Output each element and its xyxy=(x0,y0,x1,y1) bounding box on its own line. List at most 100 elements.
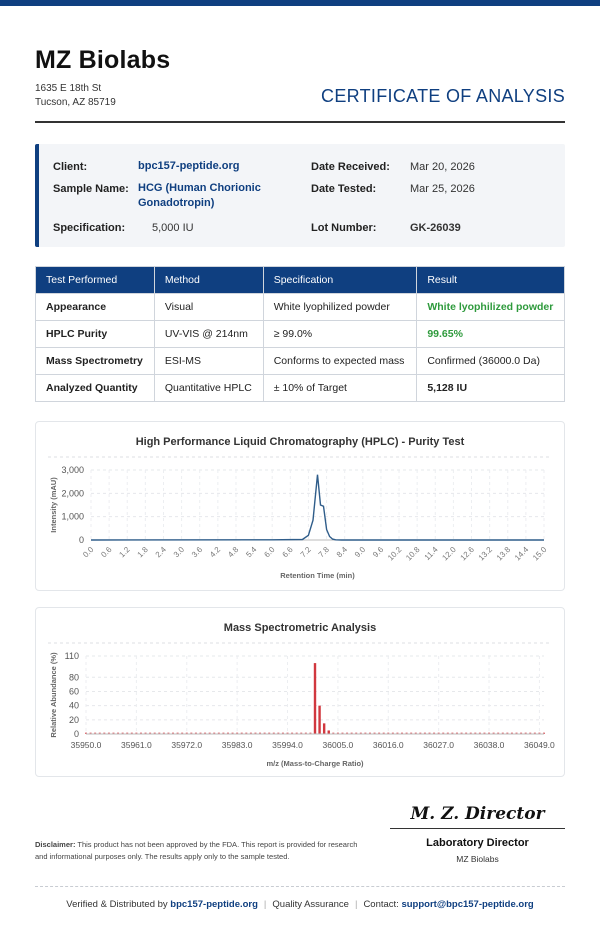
ms-noise-bar xyxy=(89,732,92,734)
ms-noise-bar xyxy=(236,732,239,734)
ms-noise-bar xyxy=(272,732,275,734)
table-header-row: Test Performed Method Specification Resu… xyxy=(35,266,565,294)
ms-chart-card: Mass Spectrometric Analysis 0 20 40 60 80 110… xyxy=(35,607,565,777)
footer-divider xyxy=(35,886,565,887)
y-tick-label: 20 xyxy=(69,715,79,725)
ms-noise-bar xyxy=(396,732,399,734)
ms-noise-bar xyxy=(437,732,440,734)
test-specification: ± 10% of Target xyxy=(262,374,418,402)
ms-noise-bar xyxy=(524,732,527,734)
ms-noise-bar xyxy=(135,732,138,734)
test-specification: Conforms to expected mass xyxy=(262,347,418,375)
ms-noise-bar xyxy=(117,732,120,734)
address-line-1: 1635 E 18th St xyxy=(35,83,102,94)
x-tick-label: 4.8 xyxy=(226,545,241,560)
ms-noise-bar xyxy=(98,732,101,734)
x-tick-label: 10.2 xyxy=(386,545,404,563)
x-tick-label: 1.8 xyxy=(136,545,151,560)
date-received-label: Date Received: xyxy=(311,161,390,173)
ms-noise-bar xyxy=(144,732,147,734)
ms-noise-bar xyxy=(162,732,165,734)
x-tick-label: 10.8 xyxy=(404,545,422,563)
x-tick-label: 0.0 xyxy=(81,545,96,560)
footer-verified-link[interactable]: bpc157-peptide.org xyxy=(170,899,258,910)
ms-noise-bar xyxy=(172,732,175,734)
footer-verified-prefix: Verified & Distributed by xyxy=(66,899,171,910)
y-tick-label: 1,000 xyxy=(61,512,84,522)
x-tick-label: 35950.0 xyxy=(71,740,102,750)
ms-noise-bar xyxy=(121,732,124,734)
sample-name-label: Sample Name: xyxy=(53,183,129,195)
sample-name-line-1: HCG (Human Chorionic xyxy=(138,182,261,194)
ms-noise-bar xyxy=(231,732,234,734)
ms-noise-bar xyxy=(446,732,449,734)
ms-noise-bar xyxy=(433,732,436,734)
ms-noise-bar xyxy=(309,732,312,734)
table-row: HPLC Purity UV-VIS @ 214nm ≥ 99.0% 99.65… xyxy=(35,320,565,348)
ms-noise-bar xyxy=(139,732,142,734)
ms-noise-bar xyxy=(158,732,161,734)
test-result: White lyophilized powder xyxy=(416,293,565,321)
ms-noise-bar xyxy=(295,732,298,734)
ms-noise-bar xyxy=(492,732,495,734)
ms-noise-bar xyxy=(419,732,422,734)
ms-noise-bar xyxy=(240,732,243,734)
col-header-result: Result xyxy=(416,266,565,294)
footer-contact-link[interactable]: support@bpc157-peptide.org xyxy=(401,899,534,910)
ms-noise-bar xyxy=(204,732,207,734)
ms-noise-bar xyxy=(368,732,371,734)
ms-peak-bar xyxy=(327,730,330,734)
y-tick-label: 3,000 xyxy=(61,465,84,475)
ms-noise-bar xyxy=(94,732,97,734)
x-tick-label: 0.6 xyxy=(99,545,114,560)
ms-noise-bar xyxy=(442,732,445,734)
ms-peak-bar xyxy=(313,663,317,734)
footer-separator: | xyxy=(354,899,358,910)
y-tick-label: 80 xyxy=(69,672,79,682)
ms-noise-bar xyxy=(538,732,541,734)
ms-noise-bar xyxy=(286,732,289,734)
ms-noise-bar xyxy=(130,732,133,734)
x-tick-label: 11.4 xyxy=(423,545,440,562)
ms-noise-bar xyxy=(153,732,156,734)
ms-noise-bar xyxy=(373,732,376,734)
lab-brand: MZ Biolabs xyxy=(35,46,171,74)
ms-noise-bar xyxy=(213,732,216,734)
ms-noise-bar xyxy=(355,732,358,734)
table-row: Appearance Visual White lyophilized powd… xyxy=(35,293,565,321)
ms-noise-bar xyxy=(167,732,170,734)
y-tick-label: 2,000 xyxy=(61,488,84,498)
ms-noise-bar xyxy=(410,732,413,734)
ms-noise-bar xyxy=(387,732,390,734)
x-tick-label: 36038.0 xyxy=(474,740,505,750)
ms-noise-bar xyxy=(85,732,87,734)
client-label: Client: xyxy=(53,161,88,173)
lab-address: 1635 E 18th St Tucson, AZ 85719 xyxy=(35,82,116,110)
ms-noise-bar xyxy=(185,732,188,734)
ms-noise-bar xyxy=(428,732,431,734)
signature-org: MZ Biolabs xyxy=(456,854,499,864)
signature-title: Laboratory Director xyxy=(426,837,529,849)
test-method: ESI-MS xyxy=(153,347,264,375)
ms-noise-bar xyxy=(341,732,344,734)
lot-number-label: Lot Number: xyxy=(311,222,377,234)
x-tick-label: 8.4 xyxy=(335,545,350,560)
ms-noise-bar xyxy=(543,732,545,734)
date-received-value: Mar 20, 2026 xyxy=(410,161,475,173)
x-tick-label: 4.2 xyxy=(208,545,223,560)
x-tick-label: 13.2 xyxy=(477,545,495,563)
client-link[interactable]: bpc157-peptide.org xyxy=(138,160,240,172)
ms-noise-bar xyxy=(217,732,220,734)
test-name: Appearance xyxy=(35,293,155,321)
ms-noise-bar xyxy=(126,732,129,734)
y-tick-label: 0 xyxy=(74,729,79,739)
y-tick-label: 110 xyxy=(65,651,79,661)
y-tick-label: 60 xyxy=(69,686,79,696)
test-specification: ≥ 99.0% xyxy=(262,320,418,348)
ms-noise-bar xyxy=(501,732,504,734)
ms-noise-bar xyxy=(520,732,523,734)
x-tick-label: 14.4 xyxy=(513,545,531,563)
disclaimer-label: Disclaimer: xyxy=(35,840,76,849)
ms-chart-title: Mass Spectrometric Analysis xyxy=(223,622,377,634)
x-tick-label: 35983.0 xyxy=(222,740,253,750)
